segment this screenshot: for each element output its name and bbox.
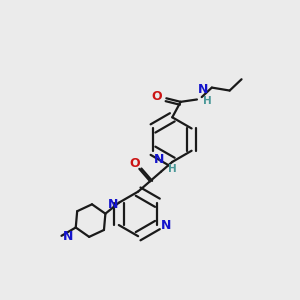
Text: N: N — [198, 83, 208, 96]
Text: O: O — [151, 90, 162, 103]
Text: N: N — [62, 230, 73, 244]
Text: O: O — [129, 157, 140, 170]
Text: N: N — [153, 153, 164, 166]
Text: N: N — [108, 198, 119, 211]
Text: H: H — [168, 164, 176, 174]
Text: H: H — [203, 96, 212, 106]
Text: N: N — [161, 219, 171, 232]
